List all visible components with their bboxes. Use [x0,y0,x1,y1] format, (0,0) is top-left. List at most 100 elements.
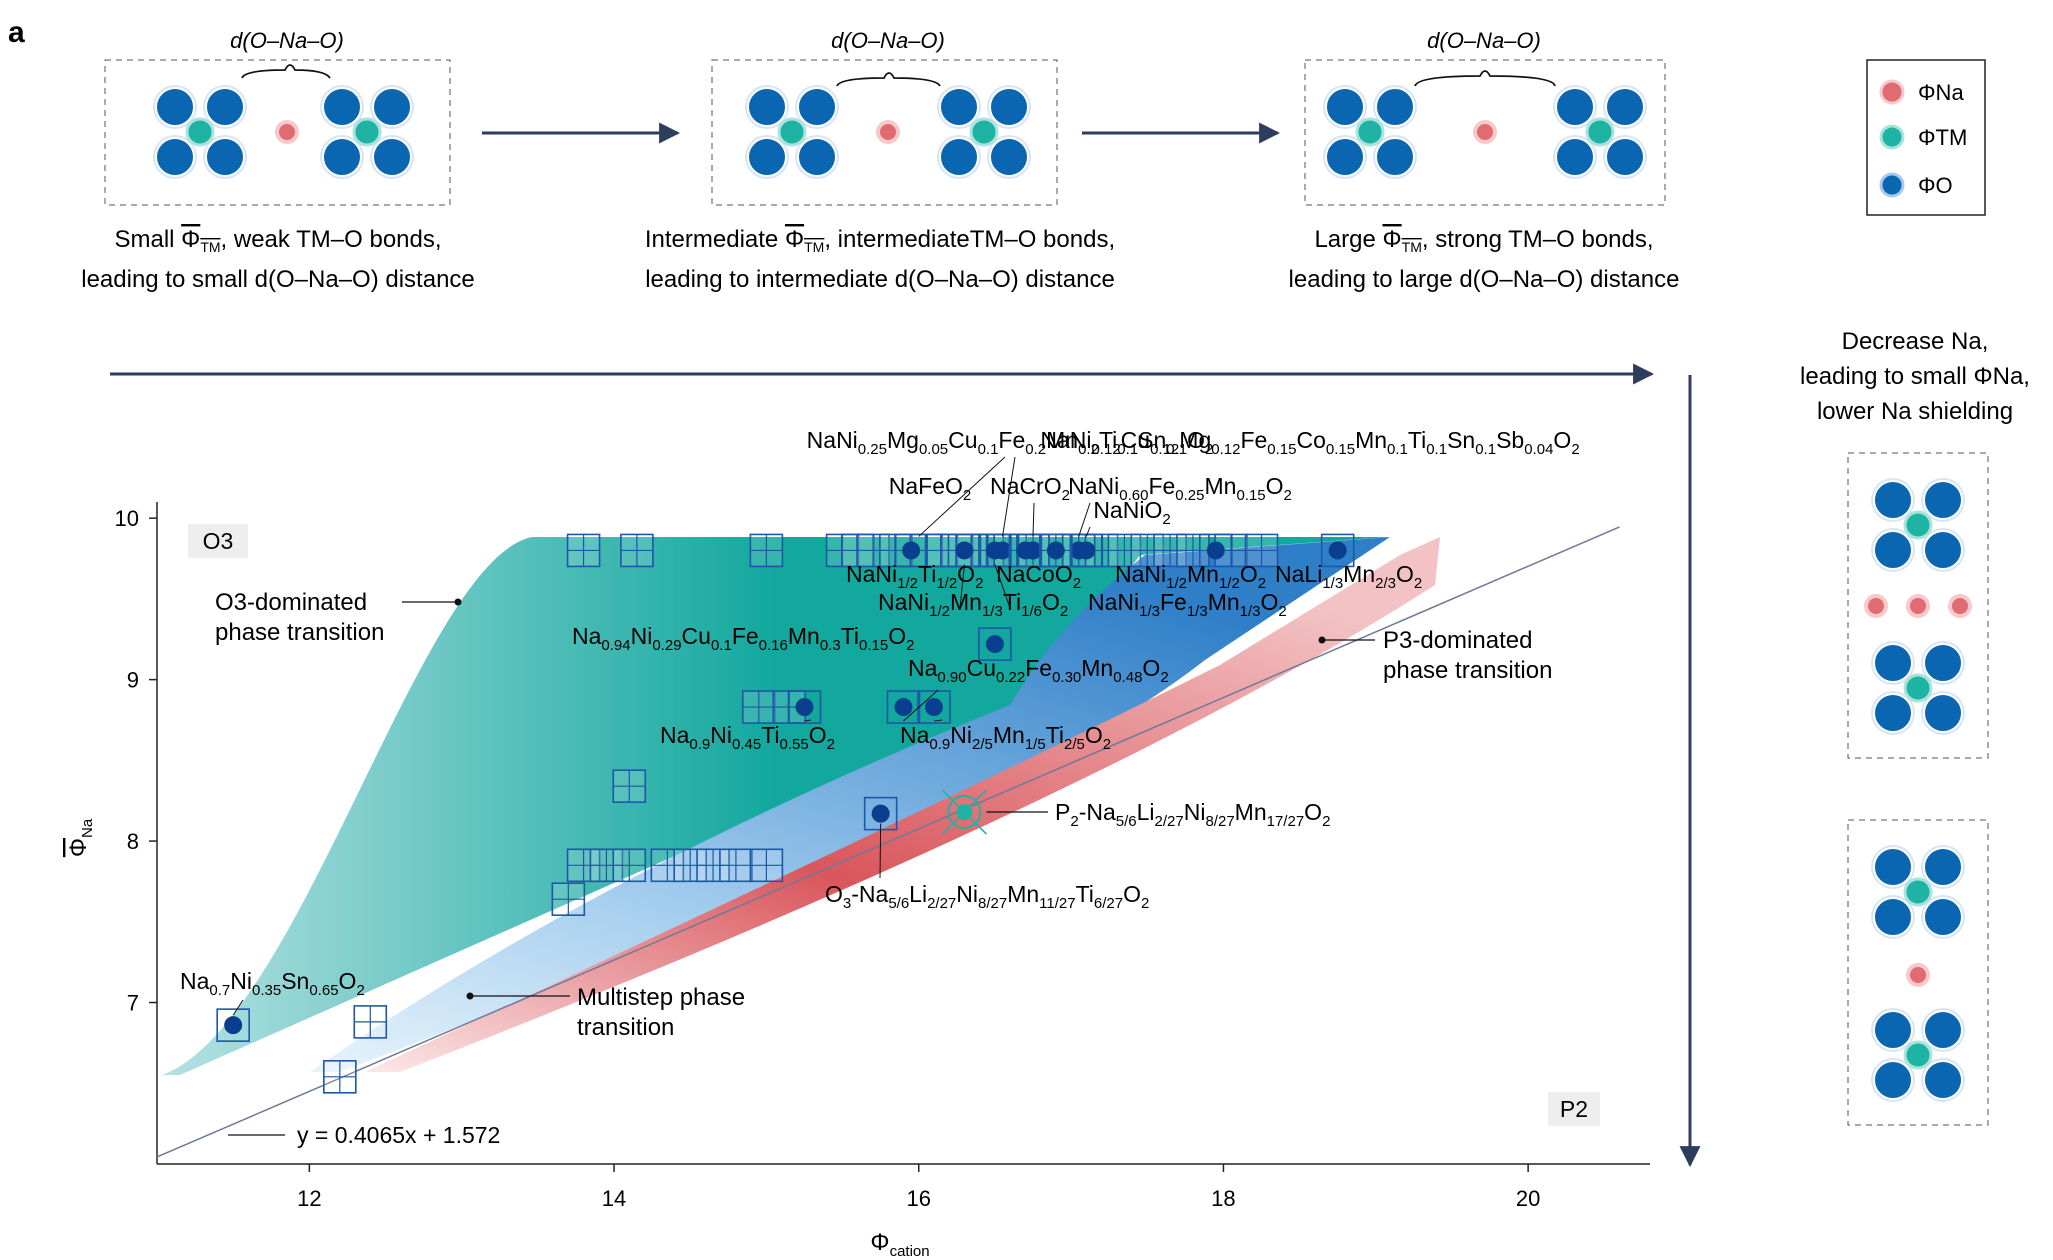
open-square-marker [353,1005,388,1039]
p3-annotation-line1: P3-dominated [1383,627,1532,654]
tm-atom [352,117,382,147]
o-atom [939,87,979,127]
formula-label: Na0.7Ni0.35Sn0.65O2 [180,968,365,999]
schematic-frame [1304,59,1666,206]
p2-label-box [1548,1092,1600,1126]
p2-phase-label: P2 [1560,1096,1588,1122]
o-atom [797,137,837,177]
schematic-small [104,59,451,206]
side-schematic-low-na [1847,819,1989,1126]
o-atom [1923,1010,1963,1050]
o-atom [1923,530,1963,570]
caption-line2: leading to intermediate d(O–Na–O) distan… [645,266,1115,293]
octahedron-right [1553,85,1647,179]
distance-brace [836,72,941,87]
legend-tm-label: ΦTM [1918,125,1967,150]
filled-point [902,541,921,560]
filled-point-frame [1199,533,1233,568]
distance-label: d(O–Na–O) [230,28,344,53]
formula-label: NaNi1/3Fe1/3Mn1/3O2 [1088,589,1287,620]
na-atom [876,120,900,144]
panel-label: a [8,16,25,49]
tm-atom [1355,117,1385,147]
formula-label: NaCrO2 [990,473,1070,504]
o-atom [1873,1060,1913,1100]
o-atom [747,137,787,177]
filled-point [871,804,890,823]
o-atom [155,137,195,177]
filled-point-frame [894,533,928,568]
caption-line2: leading to large d(O–Na–O) distance [1289,266,1680,293]
p2-point-ring [947,795,982,830]
formula-label: NaLi1/3Mn2/3O2 [1275,561,1422,592]
open-square-marker [1130,533,1165,568]
label-leader [1002,456,1016,537]
formula-label: Na0.9Ni0.45Ti0.55O2 [660,722,835,753]
schematic-frame [1847,452,1989,759]
open-square-marker [741,690,776,724]
filled-point [1016,541,1035,560]
filled-point [894,698,913,717]
o-atom [989,87,1029,127]
label-leader [933,719,943,722]
open-square-marker [612,769,647,803]
label-leader [903,689,939,722]
filled-point [985,635,1004,654]
tm-atom [1903,877,1933,907]
filled-point-frame [978,627,1012,661]
multistep-annotation-line2: transition [577,1014,674,1041]
formula-label: NaFeO2 [889,473,971,504]
filled-points-group [216,533,1355,1042]
p3-annotation-line2: phase transition [1383,657,1552,684]
x-tick-label: 18 [1211,1186,1235,1211]
na-atom [1906,594,1930,618]
octahedron-top [1871,478,1965,572]
formula-label: NaNi1/2Mn1/2O2 [1115,561,1266,592]
multistep-region [310,537,1390,1072]
o-atom [1605,87,1645,127]
y-tick-label: 10 [115,506,139,531]
side-text-3: lower Na shielding [1817,398,2013,425]
tm-atom [777,117,807,147]
o-atom [1873,847,1913,887]
o-atom [1375,87,1415,127]
o-atom [372,87,412,127]
o-atom [1873,693,1913,733]
label-leader [804,719,812,722]
svg-text:y = 0.4065x + 1.572: y = 0.4065x + 1.572 [297,1122,500,1148]
tm-atom [185,117,215,147]
filled-point [1206,541,1225,560]
o-atom [1923,847,1963,887]
octahedron-left [153,85,247,179]
open-square-marker [749,533,784,568]
open-square-marker [1244,533,1279,568]
o-atom [1555,87,1595,127]
caption-line2: leading to small d(O–Na–O) distance [81,266,475,293]
filled-point [1077,541,1096,560]
label-leader [1078,502,1091,537]
open-square-marker [650,848,685,883]
o-atom [1873,530,1913,570]
formula-label: NaNi0.60Fe0.25Mn0.15O2 [1068,473,1292,504]
caption-line1: Intermediate ΦTM, intermediateTM–O bonds… [645,226,1115,255]
legend-o-label: ΦO [1918,173,1953,198]
open-square-marker [323,1060,357,1094]
x-tick-label: 20 [1516,1186,1540,1211]
o-atom [747,87,787,127]
distance-label: d(O–Na–O) [831,28,945,53]
o-atom [1325,87,1365,127]
x-tick-label: 14 [602,1186,626,1211]
open-squares-group [323,533,1279,1094]
side-text-1: Decrease Na, [1842,328,1989,355]
formula-label: P2-Na5/6Li2/27Ni8/27Mn17/27O2 [1055,799,1330,830]
phi-tm-symbol: ΦTM [1383,226,1422,255]
filled-point [1046,541,1065,560]
open-square-marker [551,882,586,917]
open-square-marker [566,533,601,568]
o-atom [1873,480,1913,520]
multistep-annotation-line1: Multistep phase [577,984,745,1011]
schematic-frame [1847,819,1989,1126]
legend: ΦNa ΦTM ΦO [1866,59,1986,216]
octahedron-left [1323,85,1417,179]
filled-point [924,698,943,717]
